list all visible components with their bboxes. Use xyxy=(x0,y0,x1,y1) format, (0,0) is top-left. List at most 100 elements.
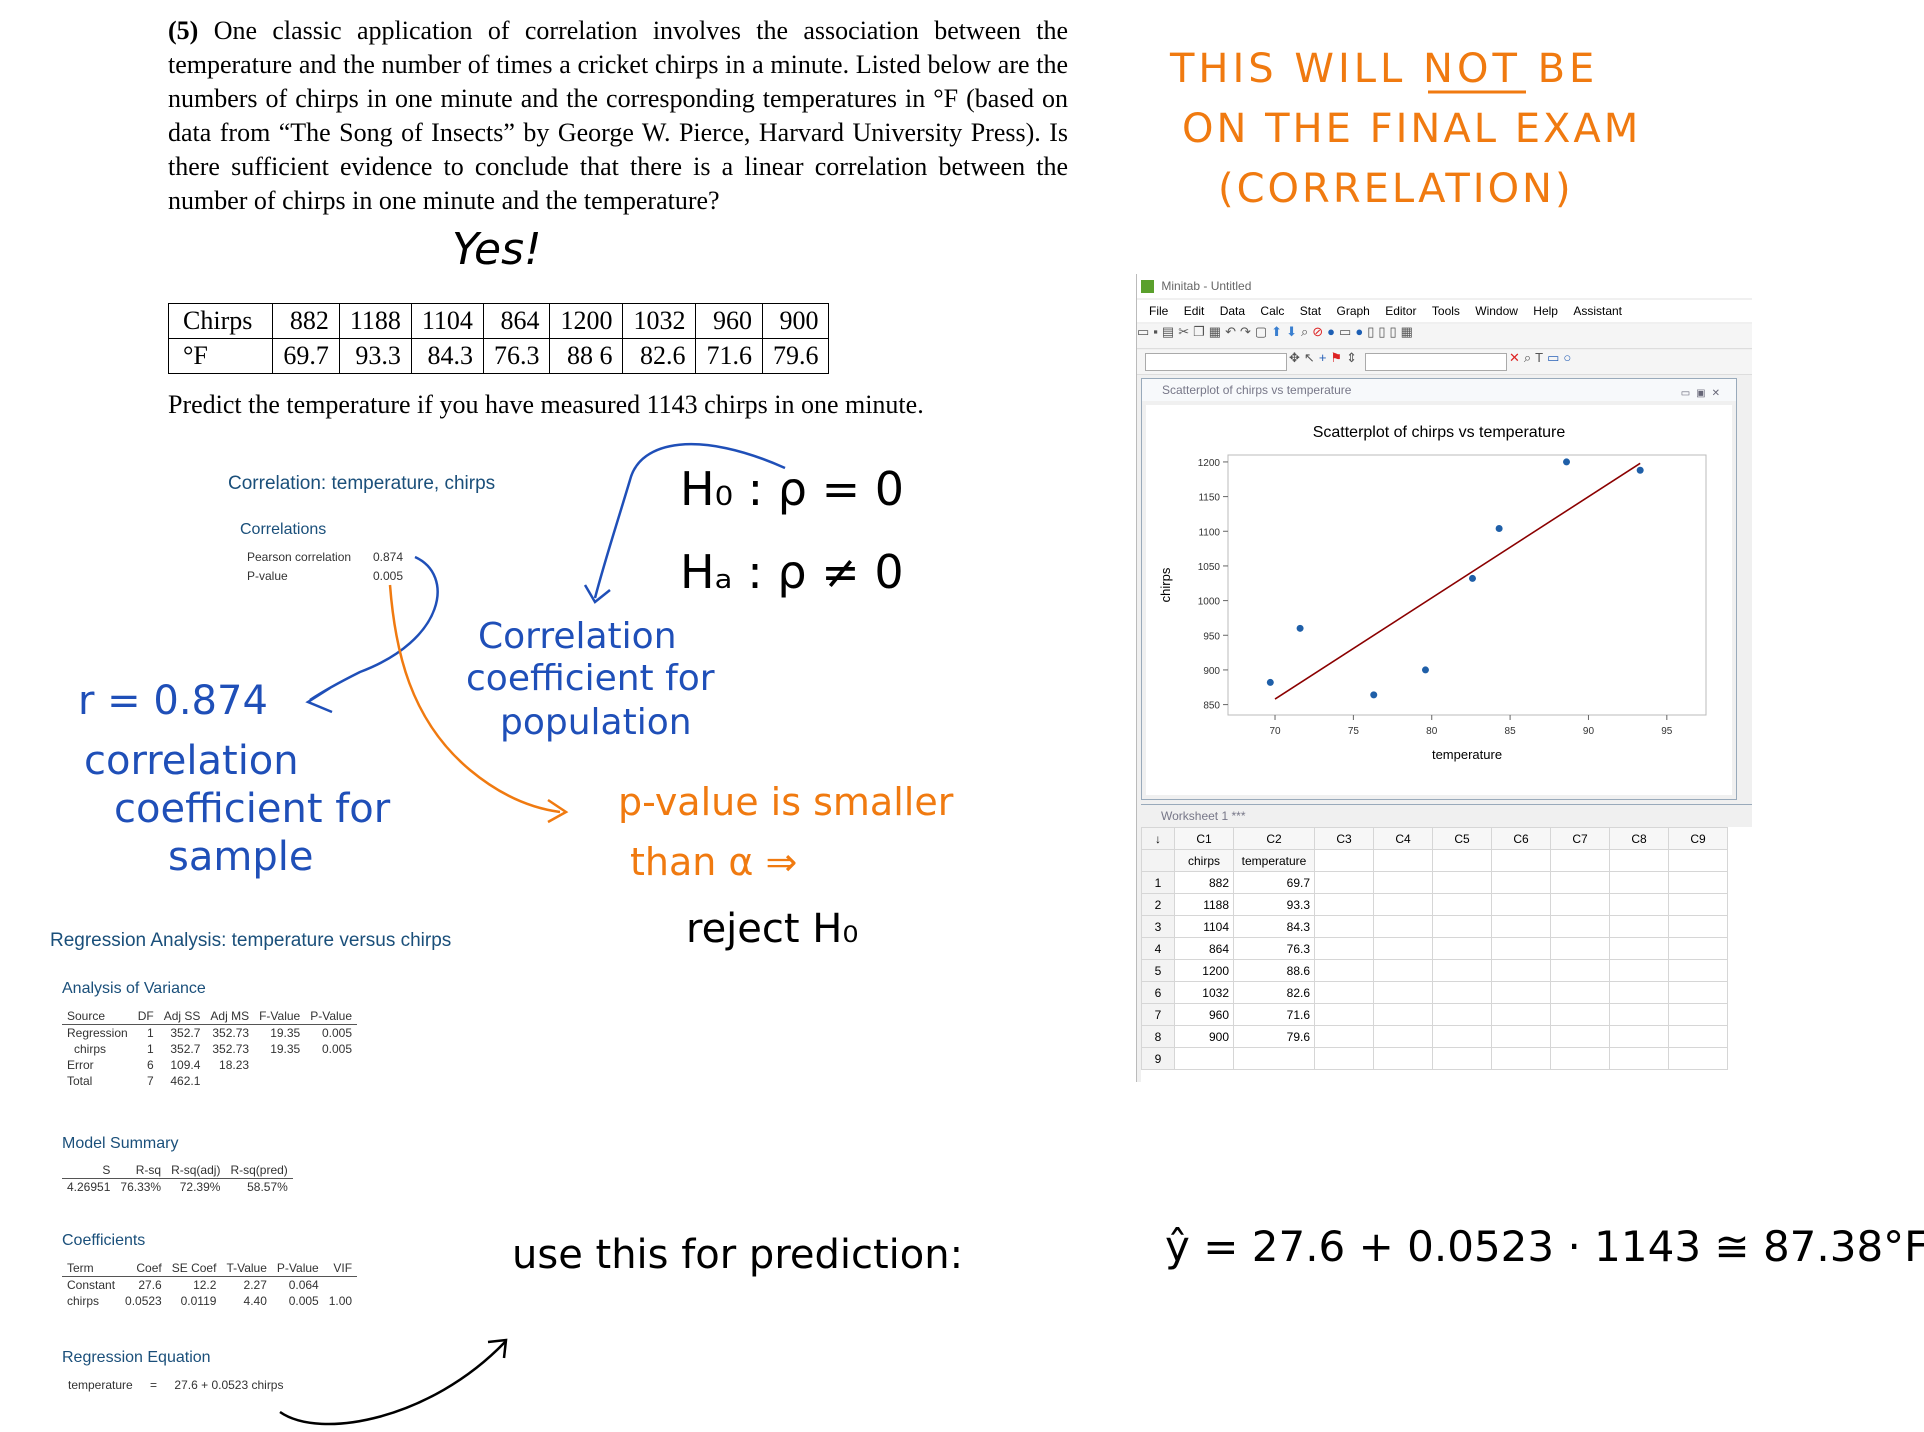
menu-window[interactable]: Window xyxy=(1475,304,1518,318)
paste-icon[interactable]: ▦ xyxy=(1208,324,1226,339)
command-dropdown[interactable] xyxy=(1145,353,1287,371)
cut-icon[interactable]: ✂ xyxy=(1178,324,1194,339)
open-icon[interactable]: ▭ xyxy=(1137,324,1154,339)
table-row: 5 1200 88.6 xyxy=(1141,959,1728,982)
sample-note-line4: sample xyxy=(168,834,314,880)
plus-icon[interactable]: + xyxy=(1318,350,1331,365)
menu-tools[interactable]: Tools xyxy=(1431,304,1460,318)
data-point xyxy=(1468,574,1476,582)
sample-r-note: r = 0.874 xyxy=(78,678,268,724)
help-icon[interactable]: ● xyxy=(1327,324,1340,339)
window-icon[interactable]: ▢ xyxy=(1254,324,1272,339)
rectangle-tool-icon[interactable]: ▭ xyxy=(1547,350,1564,365)
p-value-note-line2: than α ⇒ xyxy=(630,840,798,884)
minitab-titlebar: Minitab - Untitled xyxy=(1137,274,1752,298)
toolbar-2[interactable]: ✥↖+⚑⇕ ✕⌕T▭○ xyxy=(1137,350,1752,375)
pearson-value: 0.874 xyxy=(373,550,404,564)
find-icon[interactable]: ⌕ xyxy=(1300,324,1313,339)
chirps-label: Chirps xyxy=(167,303,274,339)
print-icon[interactable]: ▤ xyxy=(1161,324,1179,339)
p-value: 0.005 xyxy=(373,569,404,583)
menu-calc[interactable]: Calc xyxy=(1260,304,1285,318)
menu-edit[interactable]: Edit xyxy=(1183,304,1205,318)
data-point xyxy=(1421,666,1429,674)
correlations-subtitle: Correlations xyxy=(240,521,327,538)
table-row: 8 900 79.6 xyxy=(1141,1025,1728,1048)
info-icon[interactable]: ● xyxy=(1355,324,1368,339)
table-row: Error 6 109.4 18.23 xyxy=(67,1058,250,1072)
coefficients-title: Coefficients xyxy=(62,1232,146,1249)
menu-help[interactable]: Help xyxy=(1533,304,1558,318)
predict-question: Predict the temperature if you have meas… xyxy=(168,390,924,419)
arrow-head-pvalue xyxy=(547,798,569,824)
copy-icon[interactable]: ❐ xyxy=(1193,324,1209,339)
save-icon[interactable]: ▪ xyxy=(1153,324,1162,339)
scatterplot-window: Scatterplot of chirps vs temperature ▭▣✕… xyxy=(1141,378,1737,800)
x-tick-label: 95 xyxy=(1661,726,1673,737)
table-row: °F 69.7 93.3 84.3 76.3 88 6 82.6 71.6 79… xyxy=(167,338,830,374)
exam-note-line1: THIS WILL NOT BE xyxy=(1170,46,1599,92)
graph-window-title: Scatterplot of chirps vs temperature xyxy=(1162,383,1352,397)
menu-assistant[interactable]: Assistant xyxy=(1573,304,1622,318)
exam-note-line3: (CORRELATION) xyxy=(1218,166,1574,212)
fahrenheit-label: °F xyxy=(167,338,274,374)
menu-data[interactable]: Data xyxy=(1219,304,1246,318)
select-arrow-icon[interactable]: ↖ xyxy=(1303,350,1319,365)
menu-stat[interactable]: Stat xyxy=(1299,304,1322,318)
data-point xyxy=(1495,524,1503,532)
correlation-title: Correlation: temperature, chirps xyxy=(228,473,496,494)
population-note-line1: Correlation xyxy=(478,616,677,657)
ellipse-tool-icon[interactable]: ○ xyxy=(1563,350,1576,365)
zoom-icon[interactable]: ⌕ xyxy=(1523,350,1536,365)
anova-table: Source DF Adj SS Adj MS F-Value P-Value … xyxy=(62,1008,358,1089)
layout-icon[interactable]: ▯▯▯▦ xyxy=(1367,324,1417,339)
element-dropdown[interactable] xyxy=(1364,353,1507,371)
close-icon[interactable]: ✕ xyxy=(1711,388,1726,399)
scatterplot-chart: Scatterplot of chirps vs temperature tem… xyxy=(1146,405,1732,795)
arrow-up-icon[interactable]: ⬆ xyxy=(1271,324,1287,339)
table-row: Total 7 462.1 xyxy=(67,1074,201,1088)
flag-icon[interactable]: ⚑ xyxy=(1330,350,1347,365)
graph-icon[interactable]: ▭ xyxy=(1339,324,1356,339)
menu-file[interactable]: File xyxy=(1149,304,1169,318)
worksheet-grid[interactable]: ↓ C1 C2 C3 C4 C5 C6 C7 C8 C9 chirps temp… xyxy=(1141,827,1728,1070)
arrow-head-ho xyxy=(583,584,611,604)
arrow-to-equation xyxy=(279,1341,506,1426)
table-row: chirps temperature xyxy=(1141,849,1728,872)
chart-title: Scatterplot of chirps vs temperature xyxy=(1313,424,1566,441)
y-tick-label: 900 xyxy=(1203,666,1220,677)
toolbar-1[interactable]: ▭▪▤✂❐▦↶↷▢⬆⬇⌕⊘●▭●▯▯▯▦ xyxy=(1137,324,1752,349)
sample-note-line3: coefficient for xyxy=(114,786,391,832)
menu-graph[interactable]: Graph xyxy=(1336,304,1370,318)
redo-icon[interactable]: ↷ xyxy=(1239,324,1255,339)
menu-editor[interactable]: Editor xyxy=(1385,304,1417,318)
minitab-app-icon xyxy=(1141,280,1154,293)
minimize-icon[interactable]: ▭ xyxy=(1680,388,1697,399)
graph-window-titlebar: Scatterplot of chirps vs temperature ▭▣✕ xyxy=(1142,379,1736,401)
anova-title: Analysis of Variance xyxy=(62,980,206,997)
arrow-head-equation xyxy=(487,1338,508,1359)
swap-icon[interactable]: ⇕ xyxy=(1346,350,1361,365)
use-for-prediction-note: use this for prediction: xyxy=(512,1232,964,1278)
regression-equation: temperature = 27.6 + 0.0523 chirps xyxy=(68,1378,284,1392)
table-row: ↓ C1 C2 C3 C4 C5 C6 C7 C8 C9 xyxy=(1141,827,1728,850)
model-summary-title: Model Summary xyxy=(62,1135,179,1152)
table-row: chirps 1 352.7 352.73 19.35 0.005 xyxy=(74,1042,353,1056)
x-tick-label: 85 xyxy=(1505,726,1517,737)
maximize-icon[interactable]: ▣ xyxy=(1696,388,1712,399)
p-value-label: P-value xyxy=(247,569,288,583)
undo-icon[interactable]: ↶ xyxy=(1225,324,1240,339)
null-hypothesis: H₀ : ρ = 0 xyxy=(680,462,905,516)
arrow-down-icon[interactable]: ⬇ xyxy=(1286,324,1301,339)
column-selector-icon[interactable]: ↓ xyxy=(1141,827,1175,850)
table-row: Constant 27.6 12.2 2.27 0.064 xyxy=(67,1278,319,1292)
close-x-icon[interactable]: ✕ xyxy=(1508,350,1524,365)
y-tick-label: 850 xyxy=(1203,701,1220,712)
y-tick-label: 1050 xyxy=(1198,562,1221,573)
text-tool-icon[interactable]: T xyxy=(1535,350,1548,365)
y-tick-label: 1100 xyxy=(1198,527,1220,538)
table-row: chirps 0.0523 0.0119 4.40 0.005 1.00 xyxy=(67,1294,353,1308)
problem-number: (5) xyxy=(168,16,199,45)
stop-icon[interactable]: ⊘ xyxy=(1312,324,1328,339)
brush-icon[interactable]: ✥ xyxy=(1289,350,1304,365)
